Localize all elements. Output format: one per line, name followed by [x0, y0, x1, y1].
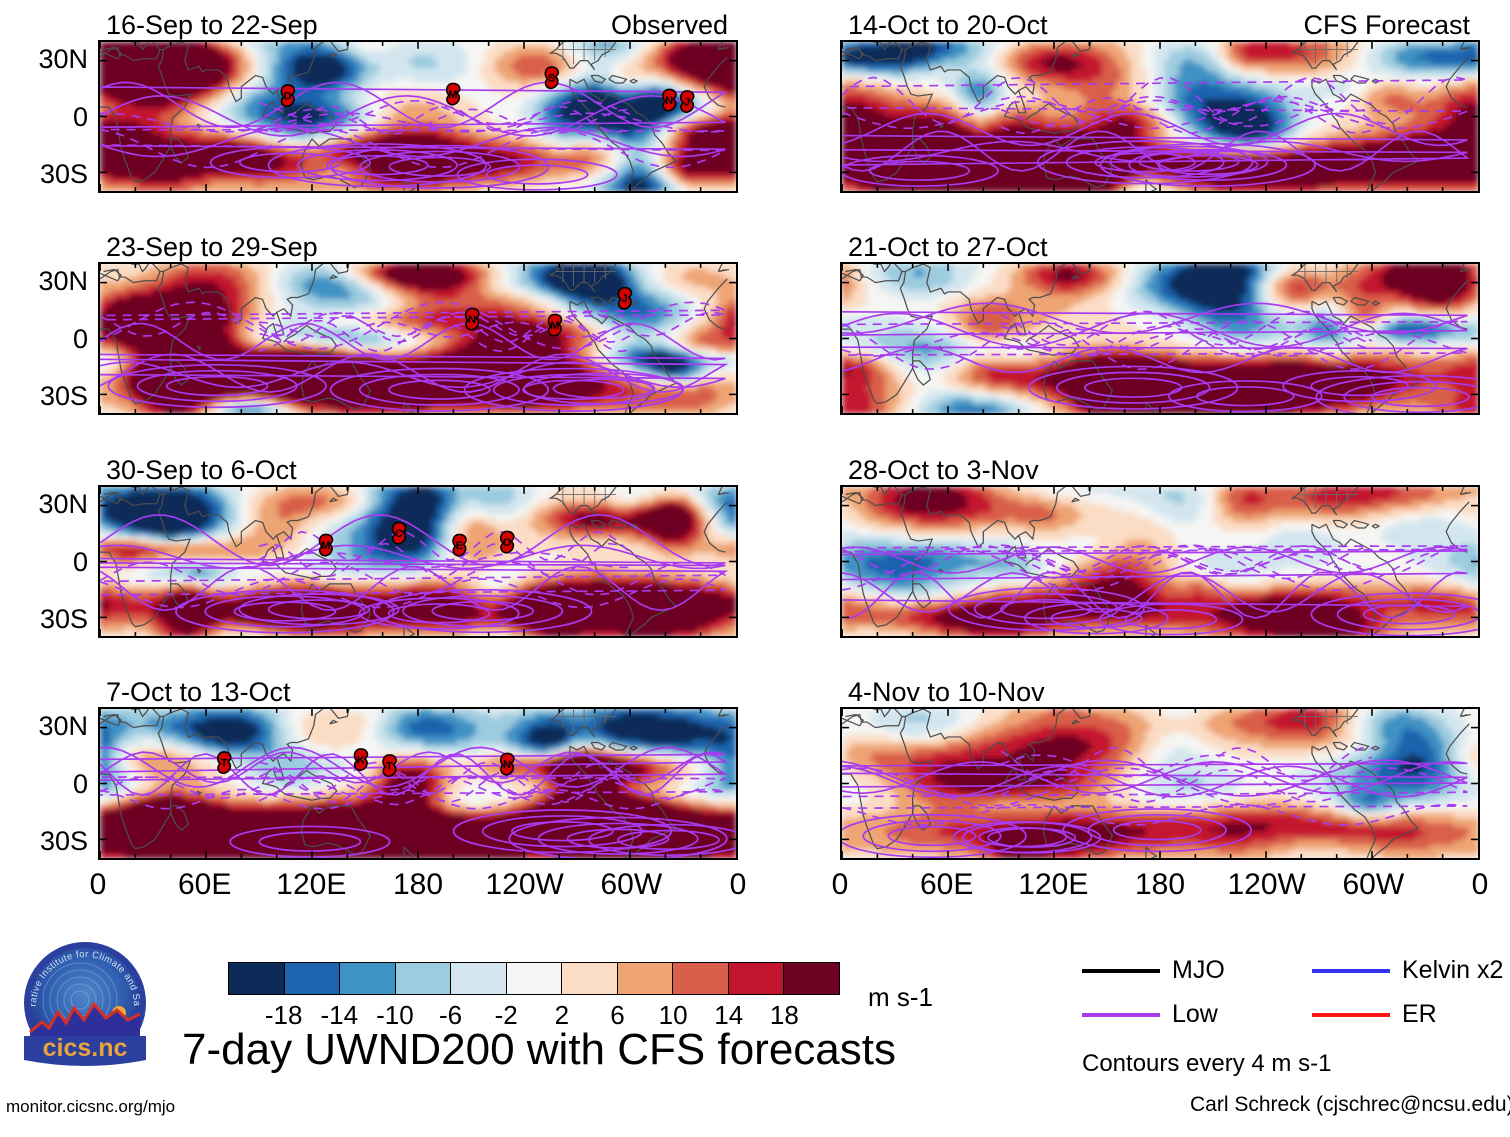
- x-axis-left: 0 60E 120E 180 120W 60W 0: [90, 870, 747, 910]
- x-tick-label: 0: [832, 870, 849, 900]
- legend-line-swatch: [1082, 968, 1160, 973]
- colorbar-swatch: [784, 963, 840, 994]
- x-tick-label: 0: [730, 870, 747, 900]
- panel-title: 7-Oct to 13-Oct: [106, 679, 291, 706]
- y-tick-label: 30S: [0, 605, 88, 633]
- map-canvas: [840, 40, 1480, 193]
- legend-item-kelvin-x2: Kelvin x2: [1312, 958, 1503, 983]
- colorbar-swatch: [506, 963, 563, 994]
- svg-text:D: D: [284, 91, 292, 103]
- x-tick-label: 120E: [276, 870, 346, 900]
- y-tick-label: 0: [0, 325, 88, 353]
- panel-title: 14-Oct to 20-Oct: [848, 12, 1048, 39]
- x-axis-right: 0 60E 120E 180 120W 60W 0: [832, 870, 1489, 910]
- y-tick-label: 30S: [0, 382, 88, 410]
- x-tick-label: 120W: [485, 870, 563, 900]
- map-canvas: [840, 485, 1480, 638]
- y-tick-label: 30N: [0, 46, 88, 73]
- credit-label: Carl Schreck (cjschrec@ncsu.edu): [1190, 1094, 1510, 1115]
- map-canvas: [840, 262, 1480, 415]
- colorbar-swatch: [340, 963, 396, 994]
- panel-title: 16-Sep to 22-Sep: [106, 12, 318, 39]
- legend-item-low: Low: [1082, 1002, 1218, 1027]
- legend-label: Low: [1172, 1002, 1218, 1027]
- panel-title: 4-Nov to 10-Nov: [848, 679, 1045, 706]
- colorbar-swatch: [229, 963, 285, 994]
- panel-title: 21-Oct to 27-Oct: [848, 234, 1048, 261]
- colorbar-swatch: [673, 963, 729, 994]
- y-tick-label: 30N: [0, 713, 88, 740]
- y-tick-label: 0: [0, 548, 88, 576]
- colorbar-swatch: [284, 963, 341, 994]
- column-header-observed: Observed: [611, 12, 728, 39]
- svg-text:M: M: [448, 89, 457, 101]
- svg-text:S: S: [548, 73, 555, 85]
- colorbar-units-label: m s-1: [868, 984, 933, 1010]
- colorbar-swatch: [451, 963, 507, 994]
- svg-text:J: J: [684, 97, 690, 109]
- colorbar-swatch: [395, 963, 452, 994]
- x-tick-label: 60E: [920, 870, 973, 900]
- legend-line-swatch: [1082, 1012, 1160, 1017]
- legend-label: Kelvin x2: [1402, 958, 1503, 983]
- x-tick-label: 180: [393, 870, 443, 900]
- cics-nc-logo: Cooperative Institute for Climate and Sa…: [18, 932, 148, 1066]
- y-tick-label: 30S: [0, 827, 88, 855]
- site-url-label: monitor.cicsnc.org/mjo: [6, 1098, 175, 1115]
- contour-legend: MJO Kelvin x2 Low ER: [1082, 958, 1503, 1038]
- y-tick-label: 0: [0, 103, 88, 131]
- colorbar-swatch: [562, 963, 618, 994]
- colorbar-swatch: [617, 963, 674, 994]
- legend-line-swatch: [1312, 968, 1390, 973]
- legend-item-mjo: MJO: [1082, 958, 1225, 983]
- svg-text:N: N: [665, 95, 673, 107]
- x-tick-label: 60W: [600, 870, 662, 900]
- x-tick-label: 60W: [1342, 870, 1404, 900]
- legend-line-swatch: [1312, 1012, 1390, 1017]
- panel-title: 28-Oct to 3-Nov: [848, 457, 1039, 484]
- y-tick-label: 0: [0, 770, 88, 798]
- x-tick-label: 0: [90, 870, 107, 900]
- x-tick-label: 0: [1472, 870, 1489, 900]
- colorbar: -18 -14 -10 -6 -2 2 6 10 14 18: [228, 962, 840, 1032]
- x-tick-label: 120W: [1227, 870, 1305, 900]
- y-tick-label: 30N: [0, 491, 88, 518]
- legend-label: ER: [1402, 1002, 1437, 1027]
- colorbar-swatches: [228, 962, 840, 995]
- legend-item-er: ER: [1312, 1002, 1437, 1027]
- column-header-forecast: CFS Forecast: [1303, 12, 1470, 39]
- page-title: 7-day UWND200 with CFS forecasts: [182, 1028, 896, 1072]
- y-tick-label: 30S: [0, 160, 88, 188]
- x-tick-label: 60E: [178, 870, 231, 900]
- panel-title: 30-Sep to 6-Oct: [106, 457, 297, 484]
- panel-title: 23-Sep to 29-Sep: [106, 234, 318, 261]
- contour-interval-note: Contours every 4 m s-1: [1082, 1052, 1331, 1076]
- y-tick-label: 30N: [0, 268, 88, 295]
- colorbar-swatch: [728, 963, 785, 994]
- x-tick-label: 180: [1135, 870, 1185, 900]
- x-tick-label: 120E: [1018, 870, 1088, 900]
- map-canvas: [840, 707, 1480, 860]
- legend-label: MJO: [1172, 958, 1225, 983]
